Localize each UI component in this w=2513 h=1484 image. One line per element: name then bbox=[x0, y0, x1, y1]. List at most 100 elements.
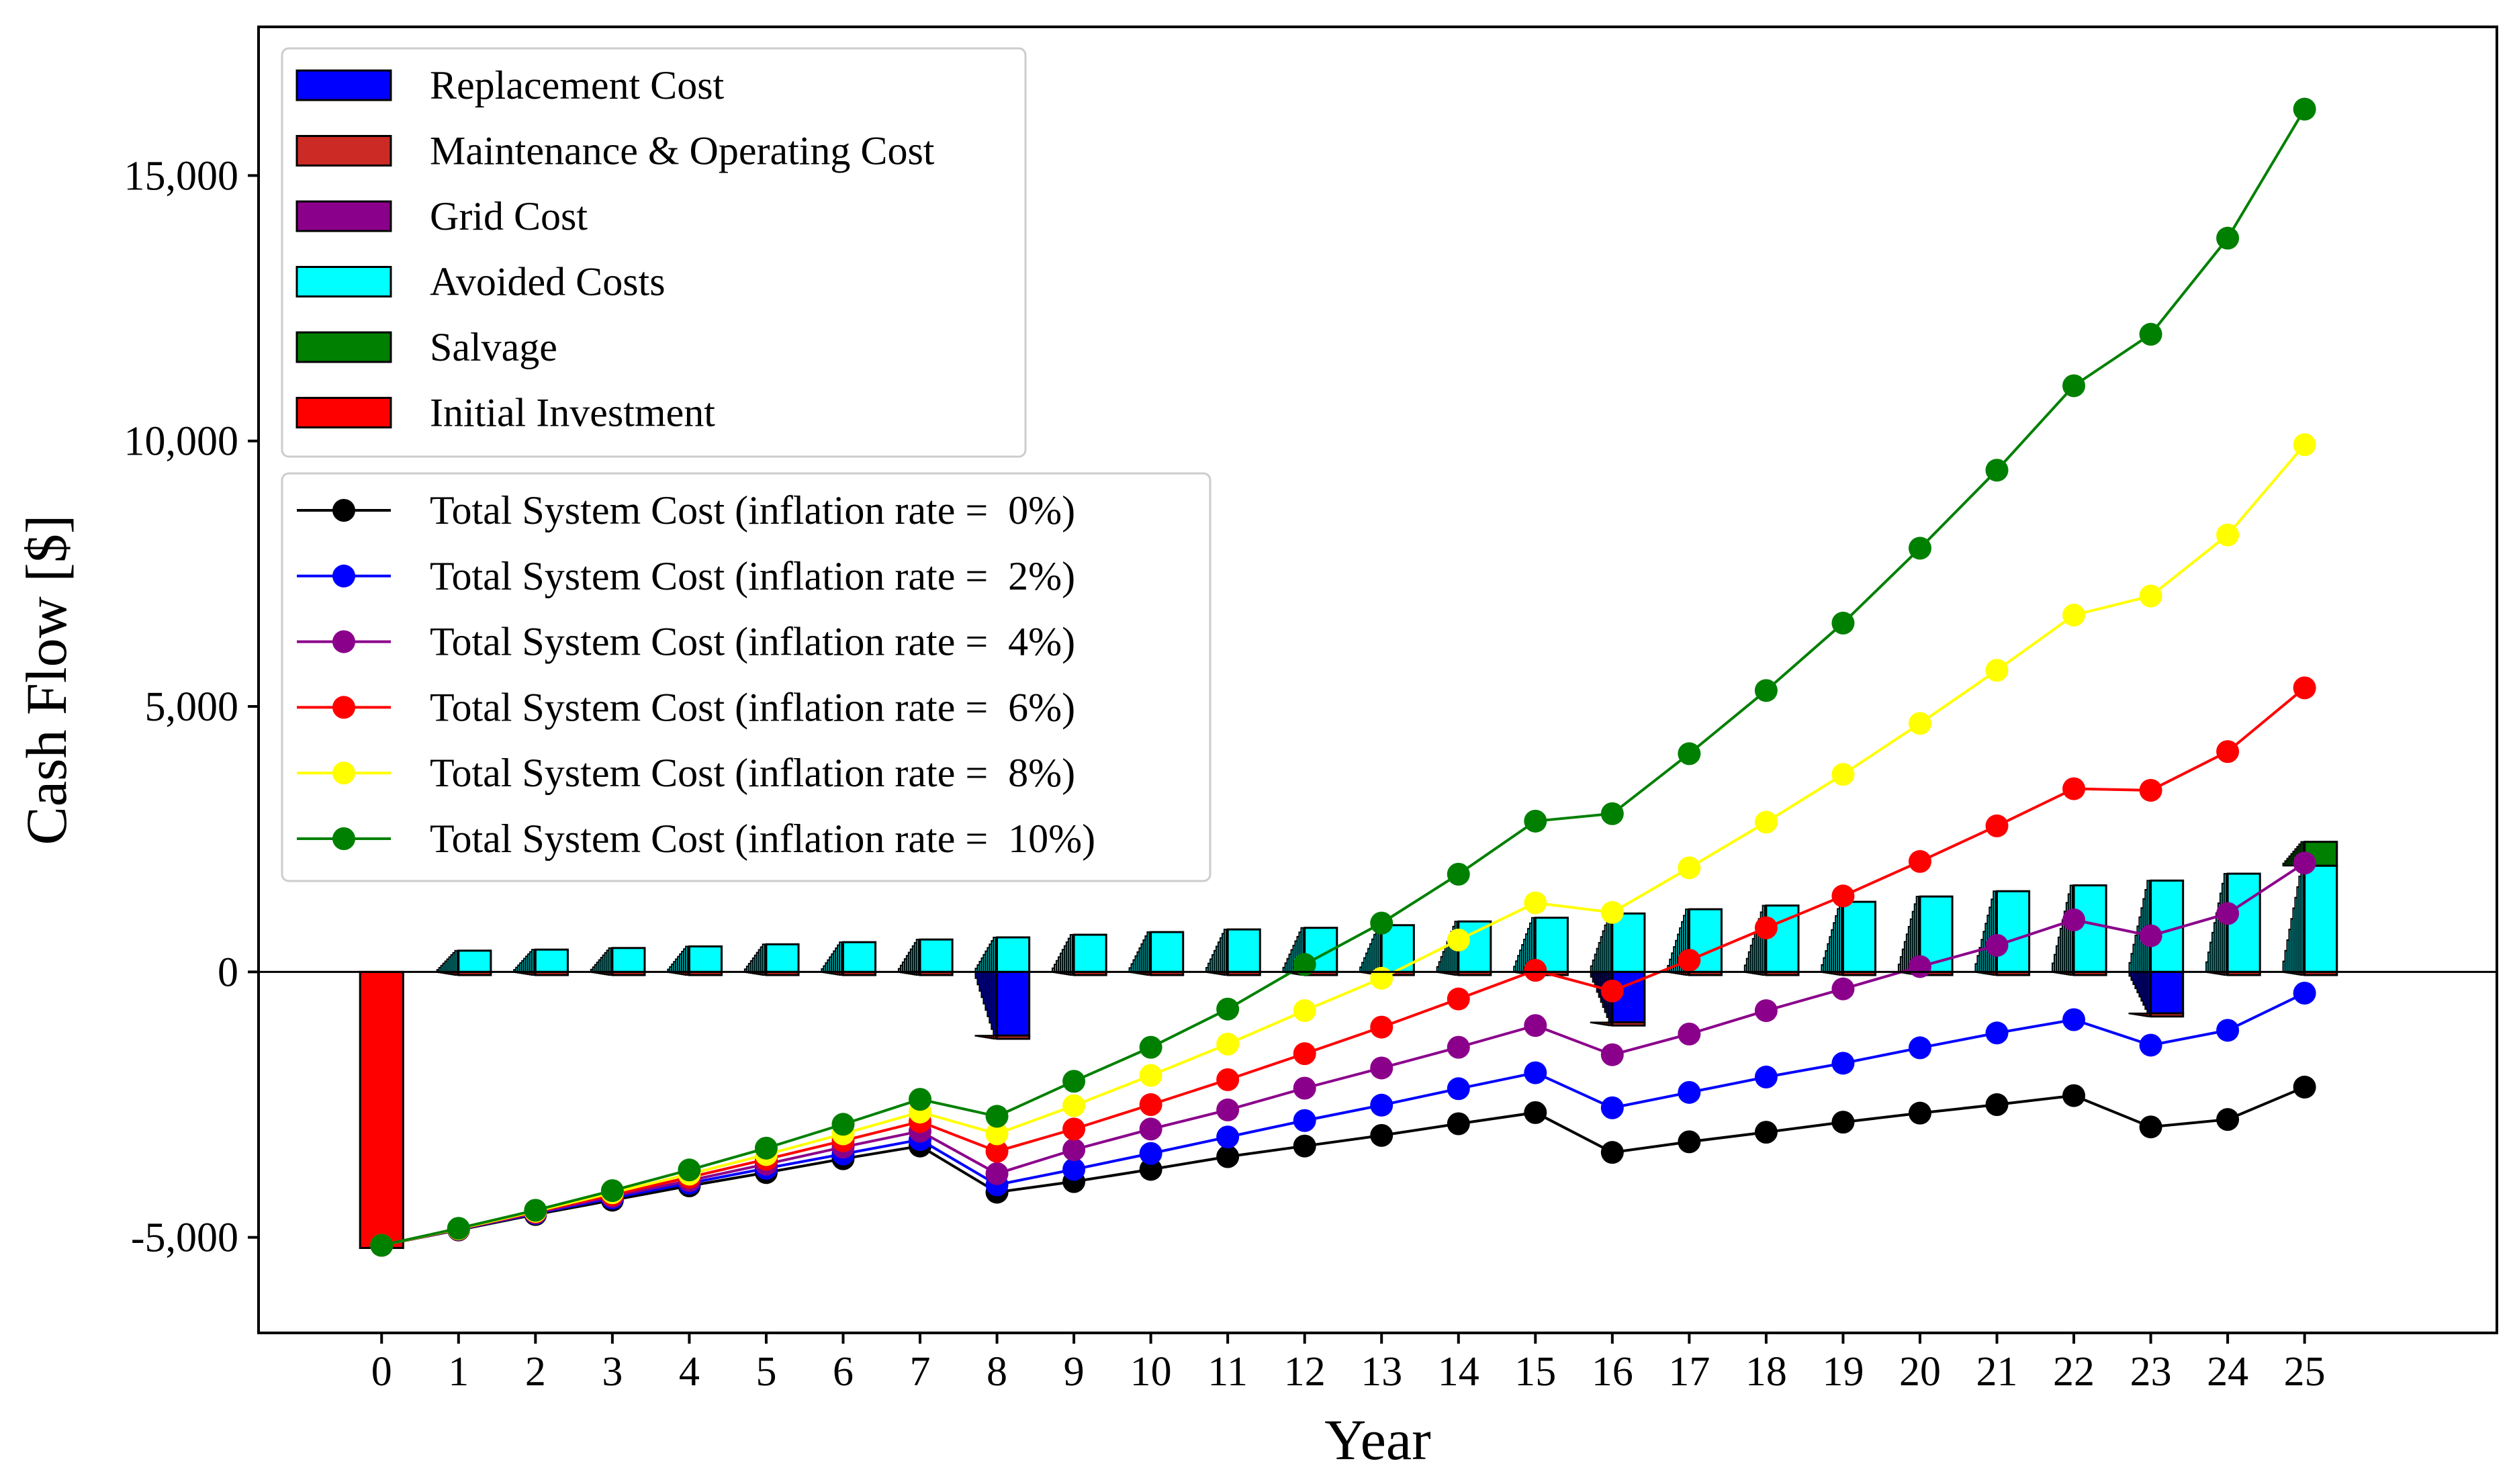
legend-swatch-initial-investment bbox=[295, 397, 392, 428]
legend-label-replacement-cost: Replacement Cost bbox=[430, 63, 725, 107]
legend-swatch-grid-cost bbox=[295, 200, 392, 232]
series-point-total-system-cost-inflation-rate-4 bbox=[1062, 1138, 1086, 1162]
bar-avoided-costs bbox=[1150, 931, 1185, 973]
legend-label-total-system-cost-inflation-rate-0: Total System Cost (inflation rate = 0%) bbox=[430, 488, 1075, 532]
series-point-total-system-cost-inflation-rate-10 bbox=[2293, 97, 2316, 121]
bar-substep-avoided-costs bbox=[762, 943, 766, 973]
bar-substep-maintenance-operating-cost bbox=[993, 1035, 997, 1039]
series-point-total-system-cost-inflation-rate-4 bbox=[1524, 1014, 1547, 1037]
y-tick-label: 5,000 bbox=[145, 684, 239, 730]
bar-avoided-costs bbox=[2303, 864, 2338, 973]
x-tick-label: 16 bbox=[1592, 1349, 1633, 1395]
series-point-total-system-cost-inflation-rate-4 bbox=[985, 1162, 1009, 1185]
legend-label-maintenance-operating-cost: Maintenance & Operating Cost bbox=[430, 129, 935, 173]
bar-substep-avoided-costs bbox=[915, 939, 919, 973]
legend-swatch-replacement-cost bbox=[295, 69, 392, 101]
series-point-total-system-cost-inflation-rate-4 bbox=[2139, 924, 2162, 947]
bar-substep-avoided-costs bbox=[839, 941, 843, 973]
legend-label-total-system-cost-inflation-rate-4: Total System Cost (inflation rate = 4%) bbox=[430, 620, 1075, 664]
x-tick-label: 6 bbox=[833, 1349, 854, 1395]
series-point-total-system-cost-inflation-rate-8 bbox=[1754, 810, 1778, 834]
y-axis-title: Cash Flow [$] bbox=[14, 514, 79, 845]
bar-substep-maintenance-operating-cost bbox=[1608, 1021, 1612, 1027]
series-point-total-system-cost-inflation-rate-4 bbox=[1139, 1117, 1162, 1141]
series-line-total-system-cost-inflation-rate-2 bbox=[381, 992, 2305, 1247]
series-point-total-system-cost-inflation-rate-2 bbox=[1447, 1077, 1470, 1101]
series-point-total-system-cost-inflation-rate-0 bbox=[1985, 1093, 2009, 1117]
bar-substep-avoided-costs bbox=[1839, 900, 1843, 973]
series-point-total-system-cost-inflation-rate-6 bbox=[1831, 884, 1855, 908]
series-point-total-system-cost-inflation-rate-2 bbox=[1524, 1061, 1547, 1084]
x-tick-label: 24 bbox=[2207, 1349, 2248, 1395]
series-point-total-system-cost-inflation-rate-6 bbox=[1447, 987, 1470, 1011]
legend-label-total-system-cost-inflation-rate-8: Total System Cost (inflation rate = 8%) bbox=[430, 751, 1075, 795]
x-tick-label: 8 bbox=[987, 1349, 1007, 1395]
series-line-total-system-cost-inflation-rate-4 bbox=[381, 862, 2305, 1247]
series-point-total-system-cost-inflation-rate-8 bbox=[1216, 1032, 1240, 1056]
series-point-total-system-cost-inflation-rate-2 bbox=[1216, 1125, 1240, 1149]
series-point-total-system-cost-inflation-rate-10 bbox=[1985, 459, 2009, 482]
bar-substep-avoided-costs bbox=[454, 949, 458, 973]
series-point-total-system-cost-inflation-rate-10 bbox=[985, 1105, 1009, 1128]
line-group bbox=[370, 97, 2316, 1257]
series-point-total-system-cost-inflation-rate-6 bbox=[1139, 1093, 1162, 1117]
legend-marker-total-system-cost-inflation-rate-8 bbox=[332, 761, 355, 785]
bar-avoided-costs bbox=[457, 949, 492, 973]
series-point-total-system-cost-inflation-rate-2 bbox=[1062, 1158, 1086, 1181]
legend-marker-total-system-cost-inflation-rate-2 bbox=[332, 564, 355, 588]
series-point-total-system-cost-inflation-rate-6 bbox=[2293, 676, 2316, 700]
x-tick-label: 20 bbox=[1899, 1349, 1941, 1395]
x-tick-label: 12 bbox=[1284, 1349, 1326, 1395]
x-tick-label: 5 bbox=[756, 1349, 776, 1395]
series-point-total-system-cost-inflation-rate-6 bbox=[2062, 777, 2086, 800]
bar-avoided-costs bbox=[919, 938, 954, 973]
bar-substep-avoided-costs bbox=[1069, 934, 1073, 973]
x-tick-label: 2 bbox=[525, 1349, 546, 1395]
series-point-total-system-cost-inflation-rate-4 bbox=[1908, 955, 1931, 978]
series-point-total-system-cost-inflation-rate-10 bbox=[1139, 1035, 1162, 1059]
legend-marker-total-system-cost-inflation-rate-10 bbox=[332, 827, 355, 850]
series-point-total-system-cost-inflation-rate-4 bbox=[1754, 999, 1778, 1023]
series-point-total-system-cost-inflation-rate-2 bbox=[1908, 1036, 1931, 1060]
legend-box bbox=[281, 472, 1212, 882]
series-point-total-system-cost-inflation-rate-10 bbox=[447, 1217, 470, 1240]
x-tick-label: 13 bbox=[1361, 1349, 1402, 1395]
series-point-total-system-cost-inflation-rate-10 bbox=[754, 1136, 778, 1160]
bar-substep-avoided-costs bbox=[531, 949, 535, 973]
series-line-total-system-cost-inflation-rate-0 bbox=[381, 1086, 2305, 1247]
series-point-total-system-cost-inflation-rate-0 bbox=[1524, 1101, 1547, 1124]
x-tick-label: 11 bbox=[1207, 1349, 1248, 1395]
series-point-total-system-cost-inflation-rate-4 bbox=[1447, 1035, 1470, 1059]
series-line-total-system-cost-inflation-rate-10 bbox=[381, 108, 2306, 1247]
y-tick-label: 10,000 bbox=[124, 419, 239, 465]
series-point-total-system-cost-inflation-rate-2 bbox=[1293, 1109, 1316, 1132]
bar-avoided-costs bbox=[1611, 912, 1646, 973]
bar-initial-investment bbox=[359, 970, 404, 1249]
legend-label-initial-investment: Initial Investment bbox=[430, 391, 715, 435]
bar-avoided-costs bbox=[996, 936, 1031, 973]
series-point-total-system-cost-inflation-rate-2 bbox=[1370, 1093, 1393, 1117]
bar-avoided-costs bbox=[688, 945, 723, 973]
series-point-total-system-cost-inflation-rate-2 bbox=[2293, 981, 2316, 1005]
series-point-total-system-cost-inflation-rate-10 bbox=[1447, 862, 1470, 886]
series-point-total-system-cost-inflation-rate-8 bbox=[1831, 763, 1855, 786]
series-point-total-system-cost-inflation-rate-2 bbox=[1678, 1080, 1701, 1104]
x-tick-label: 3 bbox=[602, 1349, 623, 1395]
bar-replacement-cost bbox=[2150, 970, 2185, 1015]
bar-maintenance-operating-cost bbox=[1611, 1021, 1646, 1027]
series-point-total-system-cost-inflation-rate-8 bbox=[2062, 604, 2086, 627]
series-point-total-system-cost-inflation-rate-4 bbox=[1600, 1043, 1624, 1066]
x-tick-label: 10 bbox=[1130, 1349, 1172, 1395]
bar-substep-avoided-costs bbox=[1993, 890, 1997, 973]
x-tick-label: 1 bbox=[448, 1349, 469, 1395]
series-point-total-system-cost-inflation-rate-0 bbox=[2216, 1108, 2240, 1131]
series-point-total-system-cost-inflation-rate-2 bbox=[1139, 1142, 1162, 1165]
series-point-total-system-cost-inflation-rate-0 bbox=[1447, 1112, 1470, 1135]
series-point-total-system-cost-inflation-rate-0 bbox=[2293, 1075, 2316, 1099]
series-point-total-system-cost-inflation-rate-4 bbox=[2216, 902, 2240, 925]
series-point-total-system-cost-inflation-rate-10 bbox=[1678, 742, 1701, 766]
series-point-total-system-cost-inflation-rate-10 bbox=[1908, 537, 1931, 560]
series-point-total-system-cost-inflation-rate-8 bbox=[1600, 900, 1624, 924]
series-point-total-system-cost-inflation-rate-6 bbox=[1370, 1015, 1393, 1039]
bar-substep-replacement-cost bbox=[993, 971, 997, 1037]
